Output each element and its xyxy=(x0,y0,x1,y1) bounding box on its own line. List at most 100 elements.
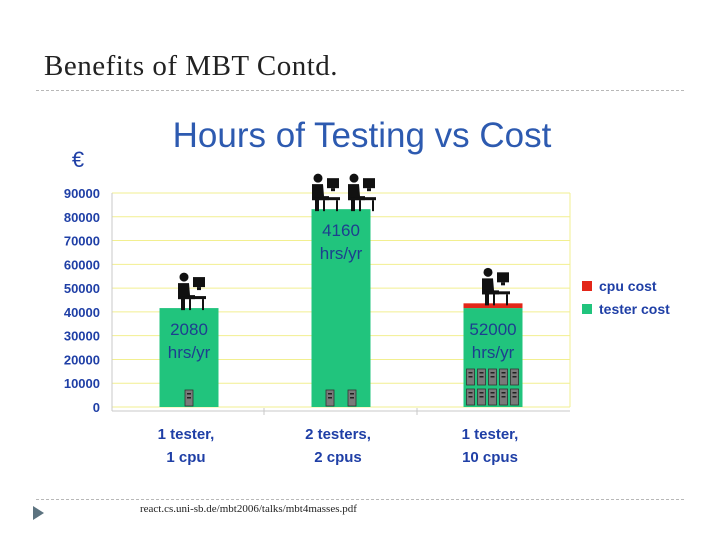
server-slot xyxy=(501,396,506,398)
server-slot xyxy=(187,393,191,395)
monitor-stand xyxy=(197,287,201,291)
bar-hours-label: 2080 xyxy=(170,320,208,339)
y-tick-label: 60000 xyxy=(64,257,100,272)
server-slot xyxy=(490,372,495,374)
legend-swatch xyxy=(582,281,592,291)
bar-tester-cost xyxy=(311,209,371,407)
server-slot xyxy=(490,376,495,378)
y-tick-label: 90000 xyxy=(64,186,100,201)
y-tick-label: 30000 xyxy=(64,329,100,344)
server-tower-icon xyxy=(477,368,486,386)
legend-label: tester cost xyxy=(599,301,670,317)
server-slot xyxy=(479,396,484,398)
person-head xyxy=(313,173,323,183)
category-label: 1 cpu xyxy=(166,449,205,466)
server-tower-icon xyxy=(510,388,519,406)
server-slot xyxy=(490,396,495,398)
server-slot xyxy=(187,397,191,399)
footer-divider xyxy=(36,499,684,500)
bar-cpu-cost xyxy=(463,303,523,309)
category-label: 2 testers, xyxy=(305,426,371,443)
person-at-computer-icon xyxy=(482,267,510,306)
server-slot xyxy=(468,372,473,374)
person-at-computer-icon xyxy=(178,272,206,311)
bar-hours-unit: hrs/yr xyxy=(168,343,211,362)
monitor-stand xyxy=(501,282,505,286)
server-slot xyxy=(328,393,332,395)
y-tick-label: 0 xyxy=(93,400,100,415)
bar-chart: Hours of Testing vs Cost €0 10000 20000 3000… xyxy=(64,116,670,466)
source-citation: react.cs.uni-sb.de/mbt2006/talks/mbt4mas… xyxy=(140,503,357,515)
server-slot xyxy=(350,397,354,399)
server-slot xyxy=(479,376,484,378)
server-tower-icon xyxy=(510,368,519,386)
server-tower-icon xyxy=(488,388,497,406)
server-slot xyxy=(350,393,354,395)
server-tower-icon xyxy=(477,388,486,406)
category-label: 2 cpus xyxy=(314,449,362,466)
category-label: 10 cpus xyxy=(462,449,518,466)
server-slot xyxy=(468,376,473,378)
server-slot xyxy=(490,392,495,394)
legend-label: cpu cost xyxy=(599,278,657,294)
y-tick-label: 80000 xyxy=(64,210,100,225)
server-tower-icon xyxy=(325,389,335,407)
person-at-computer-icon xyxy=(312,173,340,212)
person-at-computer-icon xyxy=(348,173,376,212)
desk-shape xyxy=(348,197,376,201)
desk-leg xyxy=(189,299,191,311)
desk-leg xyxy=(202,299,204,311)
bullet-arrow-icon xyxy=(33,506,44,520)
server-slot xyxy=(501,376,506,378)
server-slot xyxy=(479,392,484,394)
person-head xyxy=(349,173,359,183)
monitor-shape xyxy=(363,178,375,189)
desk-shape xyxy=(178,296,206,300)
server-slot xyxy=(501,392,506,394)
category-label: 1 tester, xyxy=(462,426,519,443)
bar-hours-label: 4160 xyxy=(322,221,360,240)
server-tower-icon xyxy=(347,389,357,407)
server-slot xyxy=(468,392,473,394)
category-label: 1 tester, xyxy=(158,426,215,443)
server-tower-icon xyxy=(499,388,508,406)
server-tower-icon xyxy=(488,368,497,386)
server-tower-icon xyxy=(466,388,475,406)
chart-title: Hours of Testing vs Cost xyxy=(173,116,552,155)
desk-leg xyxy=(493,294,495,306)
desk-leg xyxy=(372,200,374,212)
server-slot xyxy=(512,396,517,398)
desk-leg xyxy=(506,294,508,306)
server-tower-icon xyxy=(466,368,475,386)
legend-swatch xyxy=(582,304,592,314)
monitor-shape xyxy=(193,277,205,288)
y-tick-label: 40000 xyxy=(64,305,100,320)
bar-hours-unit: hrs/yr xyxy=(320,244,363,263)
server-slot xyxy=(512,392,517,394)
y-tick-label: 70000 xyxy=(64,234,100,249)
bar-hours-unit: hrs/yr xyxy=(472,343,515,362)
server-slot xyxy=(468,396,473,398)
desk-shape xyxy=(482,291,510,295)
monitor-stand xyxy=(331,188,335,192)
y-tick-label: 50000 xyxy=(64,281,100,296)
server-tower-icon xyxy=(184,389,194,407)
desk-leg xyxy=(336,200,338,212)
desk-leg xyxy=(323,200,325,212)
y-tick-label: 10000 xyxy=(64,376,100,391)
desk-shape xyxy=(312,197,340,201)
y-tick-label: 20000 xyxy=(64,352,100,367)
bar-hours-label: 52000 xyxy=(469,320,516,339)
desk-leg xyxy=(359,200,361,212)
server-slot xyxy=(512,376,517,378)
server-tower-icon xyxy=(499,368,508,386)
y-axis-label: € xyxy=(72,147,84,172)
title-divider xyxy=(36,90,684,91)
monitor-shape xyxy=(497,272,509,283)
monitor-stand xyxy=(367,188,371,192)
person-head xyxy=(483,267,493,277)
server-slot xyxy=(479,372,484,374)
slide-title: Benefits of MBT Contd. xyxy=(44,50,339,82)
server-slot xyxy=(512,372,517,374)
server-slot xyxy=(501,372,506,374)
